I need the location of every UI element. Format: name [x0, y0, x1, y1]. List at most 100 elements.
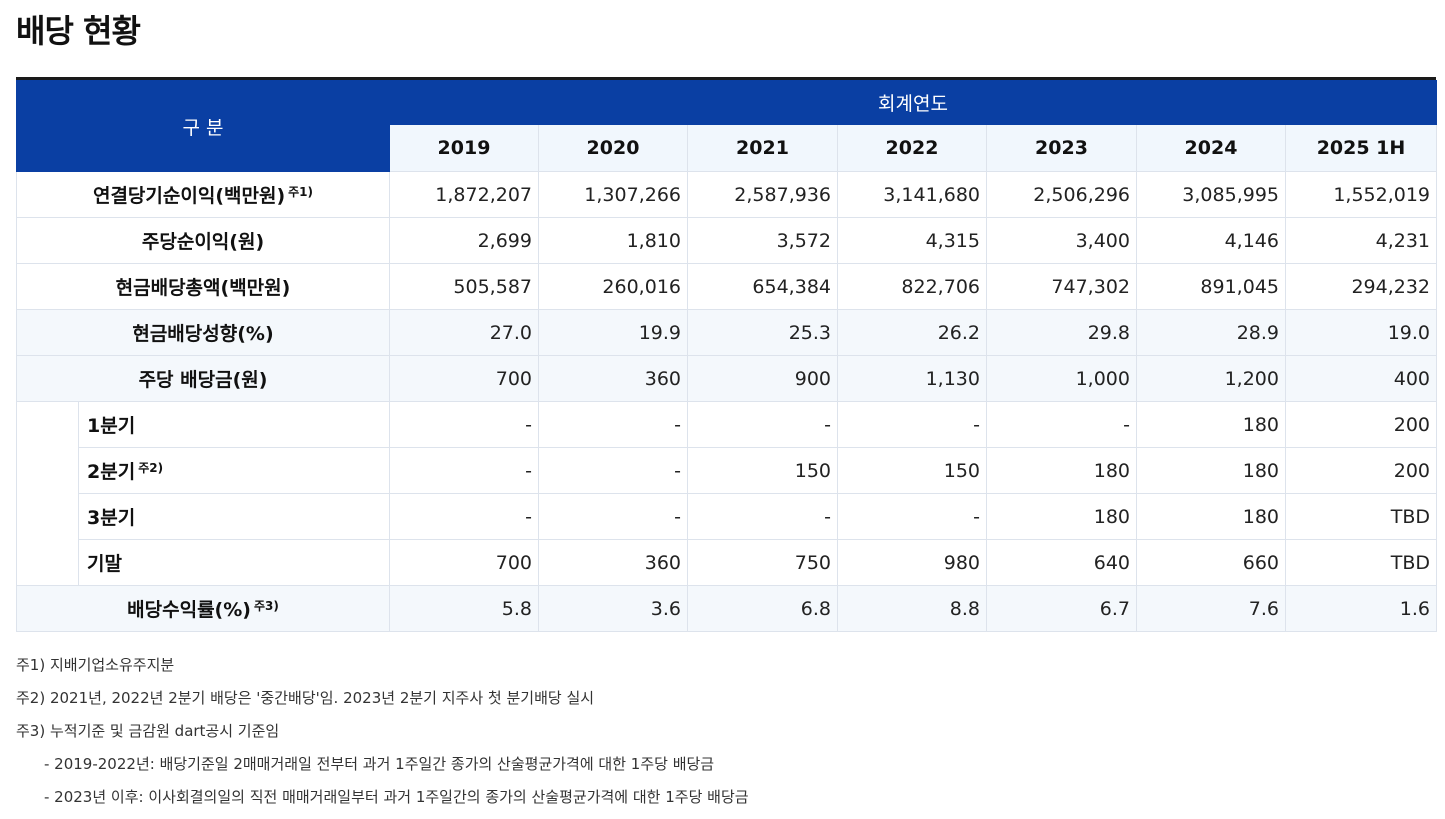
table-cell: 750: [687, 539, 838, 586]
footnote-ref: 주2): [138, 461, 164, 475]
table-cell: 3.6: [538, 585, 688, 632]
table-cell: 822,706: [837, 263, 987, 310]
footnote-ref: 주3): [253, 599, 279, 613]
table-cell: -: [538, 401, 688, 448]
footnote-detail: - 2019-2022년: 배당기준일 2매매거래일 전부터 과거 1주일간 종…: [44, 755, 715, 773]
table-cell: 3,400: [986, 217, 1137, 264]
table-cell: 360: [538, 539, 688, 586]
table-cell: 3,572: [687, 217, 838, 264]
table-cell: 1,000: [986, 355, 1137, 402]
table-cell: 6.8: [687, 585, 838, 632]
table-cell: -: [986, 401, 1137, 448]
header-year: 2025 1H: [1284, 124, 1438, 172]
table-cell: 4,146: [1136, 217, 1286, 264]
footnote: 주1) 지배기업소유주지분: [16, 656, 175, 674]
row-label: 2분기 주2): [78, 447, 390, 494]
table-row: 3분기 - - - - 180 180 TBD: [17, 493, 1438, 540]
table-cell: TBD: [1284, 539, 1438, 586]
table-cell: 980: [837, 539, 987, 586]
table-cell: 7.6: [1136, 585, 1286, 632]
header-year: 2021: [687, 124, 838, 172]
table-row: 현금배당총액(백만원) 505,587 260,016 654,384 822,…: [16, 263, 1438, 310]
footnote-ref: 주1): [288, 185, 314, 199]
row-label: 배당수익률(%) 주3): [16, 585, 390, 632]
table-cell: 294,232: [1284, 263, 1438, 310]
table-cell: 150: [837, 447, 987, 494]
table-cell: 505,587: [389, 263, 539, 310]
table-cell: 29.8: [986, 309, 1137, 356]
table-cell: 747,302: [986, 263, 1137, 310]
table-row: 배당수익률(%) 주3) 5.8 3.6 6.8 8.8 6.7 7.6 1.6: [16, 585, 1438, 632]
row-label: 연결당기순이익(백만원) 주1): [16, 171, 390, 218]
table-cell: -: [389, 401, 539, 448]
footnote: 주3) 누적기준 및 금감원 dart공시 기준임: [16, 722, 280, 740]
table-cell: 700: [389, 539, 539, 586]
table-cell: 4,231: [1284, 217, 1438, 264]
table-cell: 3,085,995: [1136, 171, 1286, 218]
table-cell: 1.6: [1284, 585, 1438, 632]
table-cell: 2,506,296: [986, 171, 1137, 218]
quarter-indent: [16, 401, 79, 586]
table-cell: -: [687, 493, 838, 540]
table-cell: 1,552,019: [1284, 171, 1438, 218]
table-cell: 180: [1136, 401, 1286, 448]
table-row: 기말 700 360 750 980 640 660 TBD: [17, 539, 1438, 586]
table-cell: 150: [687, 447, 838, 494]
table-cell: -: [538, 447, 688, 494]
footnote-detail: - 2023년 이후: 이사회결의일의 직전 매매거래일부터 과거 1주일간의 …: [44, 788, 749, 806]
table-cell: 25.3: [687, 309, 838, 356]
table-cell: 2,587,936: [687, 171, 838, 218]
row-label: 현금배당성향(%): [16, 309, 390, 356]
table-cell: 4,315: [837, 217, 987, 264]
table-cell: 2,699: [389, 217, 539, 264]
table-top-rule: [16, 77, 1436, 80]
table-cell: 891,045: [1136, 263, 1286, 310]
table-cell: 6.7: [986, 585, 1137, 632]
table-cell: 900: [687, 355, 838, 402]
table-cell: 19.0: [1284, 309, 1438, 356]
table-cell: 3,141,680: [837, 171, 987, 218]
table-cell: 700: [389, 355, 539, 402]
table-cell: 28.9: [1136, 309, 1286, 356]
table-cell: 27.0: [389, 309, 539, 356]
header-year: 2020: [538, 124, 688, 172]
table-cell: 180: [986, 447, 1137, 494]
row-label: 주당순이익(원): [16, 217, 390, 264]
table-cell: -: [538, 493, 688, 540]
header-year: 2024: [1136, 124, 1286, 172]
table-cell: 180: [1136, 493, 1286, 540]
row-label: 1분기: [78, 401, 390, 448]
table-row: 주당순이익(원) 2,699 1,810 3,572 4,315 3,400 4…: [16, 217, 1438, 264]
table-cell: 180: [986, 493, 1137, 540]
row-label: 기말: [78, 539, 390, 586]
table-cell: 19.9: [538, 309, 688, 356]
table-cell: 1,872,207: [389, 171, 539, 218]
footnotes: 주1) 지배기업소유주지분 주2) 2021년, 2022년 2분기 배당은 '…: [16, 651, 1416, 816]
table-cell: -: [837, 401, 987, 448]
table-cell: 640: [986, 539, 1137, 586]
table-cell: 8.8: [837, 585, 987, 632]
table-cell: 1,130: [837, 355, 987, 402]
table-cell: -: [389, 493, 539, 540]
table-cell: 180: [1136, 447, 1286, 494]
page-title: 배당 현황: [16, 12, 141, 50]
table-cell: 5.8: [389, 585, 539, 632]
table-cell: 200: [1284, 401, 1438, 448]
header-year: 2019: [389, 124, 539, 172]
table-cell: 660: [1136, 539, 1286, 586]
dividend-table: 구 분 회계연도 2019 2020 2021 2022 2023 2024 2…: [16, 80, 1438, 632]
table-row: 1분기 - - - - - 180 200: [16, 401, 1438, 586]
header-year: 2023: [986, 124, 1137, 172]
header-year: 2022: [837, 124, 987, 172]
table-cell: 654,384: [687, 263, 838, 310]
table-cell: 360: [538, 355, 688, 402]
table-cell: 200: [1284, 447, 1438, 494]
table-cell: 1,200: [1136, 355, 1286, 402]
header-gubun: 구 분: [16, 80, 390, 172]
table-cell: 260,016: [538, 263, 688, 310]
row-label: 주당 배당금(원): [16, 355, 390, 402]
table-cell: 26.2: [837, 309, 987, 356]
header-fiscal-year: 회계연도: [388, 80, 1438, 125]
table-cell: 400: [1284, 355, 1438, 402]
table-cell: -: [389, 447, 539, 494]
